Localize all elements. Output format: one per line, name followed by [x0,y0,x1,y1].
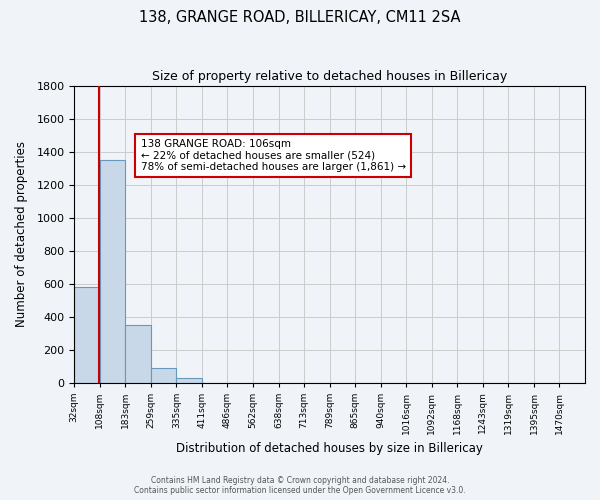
Y-axis label: Number of detached properties: Number of detached properties [15,141,28,327]
Title: Size of property relative to detached houses in Billericay: Size of property relative to detached ho… [152,70,507,83]
Bar [125,325,151,382]
Text: 138 GRANGE ROAD: 106sqm
← 22% of detached houses are smaller (524)
78% of semi-d: 138 GRANGE ROAD: 106sqm ← 22% of detache… [140,139,406,172]
Text: Contains HM Land Registry data © Crown copyright and database right 2024.
Contai: Contains HM Land Registry data © Crown c… [134,476,466,495]
Bar [74,287,100,382]
X-axis label: Distribution of detached houses by size in Billericay: Distribution of detached houses by size … [176,442,483,455]
Bar [151,368,176,382]
Bar [100,160,125,382]
Bar [176,378,202,382]
Text: 138, GRANGE ROAD, BILLERICAY, CM11 2SA: 138, GRANGE ROAD, BILLERICAY, CM11 2SA [139,10,461,25]
